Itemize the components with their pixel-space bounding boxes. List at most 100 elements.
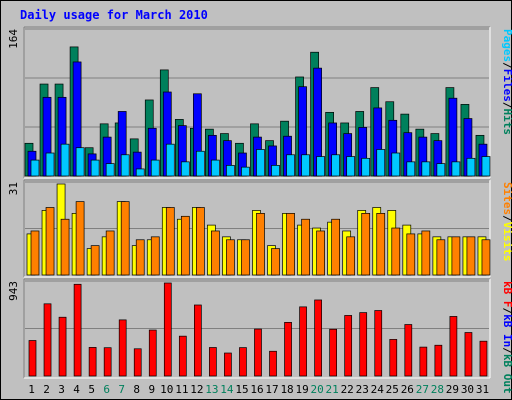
bar-sites-day-6 <box>105 230 115 276</box>
bar-sites-day-15 <box>241 239 250 276</box>
x-tick-label-day-7: 7 <box>118 383 125 396</box>
bar-kbytes-day-2 <box>43 303 52 377</box>
bar-sites-day-9 <box>150 236 160 276</box>
bar-sites-day-21 <box>331 218 340 276</box>
bar-pages-day-11 <box>180 161 190 177</box>
bar-kbytes-day-19 <box>299 306 307 377</box>
bar-pages-day-5 <box>90 159 100 177</box>
bar-pages-day-12 <box>196 150 205 177</box>
bar-pages-day-20 <box>316 156 325 177</box>
bar-sites-day-25 <box>391 227 401 276</box>
bar-pages-day-9 <box>150 159 160 177</box>
legend-pages-files-hits: Pages/Files/Hits <box>501 29 512 135</box>
x-tick-label-day-26: 26 <box>401 383 414 396</box>
legend-kbytes-part-0: kB F <box>501 281 512 308</box>
bar-kbytes-day-31 <box>479 340 488 377</box>
x-tick-label-day-8: 8 <box>133 383 140 396</box>
bar-pages-day-6 <box>105 163 115 177</box>
bar-sites-day-4 <box>75 201 85 276</box>
bar-pages-day-19 <box>301 154 310 177</box>
x-tick-label-day-2: 2 <box>43 383 50 396</box>
bar-sites-day-13 <box>211 230 220 276</box>
bar-sites-day-16 <box>256 213 265 276</box>
bar-kbytes-day-22 <box>344 315 353 377</box>
y-max-label-visits: 31 <box>7 182 20 195</box>
bar-kbytes-day-14 <box>224 352 232 377</box>
legend-pages-files-hits-part-1: / <box>501 62 512 69</box>
x-tick-label-day-17: 17 <box>265 383 278 396</box>
x-tick-label-day-10: 10 <box>160 383 173 396</box>
x-tick-label-day-22: 22 <box>341 383 354 396</box>
bar-sites-day-10 <box>165 207 175 276</box>
bar-pages-day-29 <box>451 161 461 177</box>
bar-pages-day-25 <box>391 152 401 177</box>
x-tick-label-day-9: 9 <box>148 383 155 396</box>
bar-sites-day-24 <box>376 213 386 276</box>
legend-pages-files-hits-part-4: Hits <box>501 109 512 136</box>
bar-kbytes-day-29 <box>449 316 458 377</box>
bar-pages-day-16 <box>256 149 265 177</box>
legend-kbytes: kB F/kB In/kB Out <box>501 281 512 394</box>
x-tick-label-day-13: 13 <box>205 383 218 396</box>
bar-sites-day-29 <box>451 236 461 276</box>
y-max-label-kbytes: 943 <box>7 281 20 301</box>
bar-sites-day-8 <box>135 239 145 276</box>
bar-pages-day-26 <box>406 161 416 177</box>
bar-pages-day-18 <box>286 154 295 177</box>
x-tick-label-day-12: 12 <box>190 383 203 396</box>
bar-sites-day-18 <box>286 213 295 276</box>
x-tick-label-day-18: 18 <box>280 383 293 396</box>
bar-kbytes-day-23 <box>359 312 368 377</box>
bar-kbytes-day-4 <box>73 283 82 377</box>
bar-pages-day-15 <box>241 166 250 177</box>
bar-kbytes-day-13 <box>209 347 217 377</box>
bar-kbytes-day-20 <box>314 299 322 377</box>
bar-pages-day-28 <box>436 163 446 177</box>
bar-pages-day-3 <box>60 143 70 177</box>
x-tick-label-day-3: 3 <box>58 383 65 396</box>
legend-kbytes-part-3: / <box>501 347 512 354</box>
legend-sites-visits-part-0: Sites <box>501 182 512 215</box>
bar-kbytes-day-21 <box>329 328 337 377</box>
bar-kbytes-day-12 <box>194 304 202 377</box>
bar-pages-day-21 <box>331 154 340 177</box>
bar-sites-day-28 <box>436 239 446 276</box>
legend-pages-files-hits-part-2: Files <box>501 69 512 102</box>
bar-kbytes-day-15 <box>239 347 247 377</box>
bar-kbytes-day-25 <box>389 339 398 377</box>
x-tick-label-day-21: 21 <box>326 383 339 396</box>
bar-sites-day-22 <box>346 236 356 276</box>
bar-sites-day-2 <box>45 207 55 276</box>
bar-sites-day-1 <box>30 230 40 276</box>
bar-kbytes-day-17 <box>269 350 277 377</box>
legend-pages-files-hits-part-0: Pages <box>501 29 512 62</box>
bar-kbytes-day-5 <box>88 347 97 377</box>
bar-pages-day-2 <box>45 152 55 177</box>
bar-pages-day-31 <box>481 156 491 177</box>
bar-sites-day-30 <box>466 236 476 276</box>
bar-sites-day-26 <box>406 233 416 276</box>
legend-kbytes-part-1: / <box>501 308 512 315</box>
bar-pages-day-14 <box>226 165 235 177</box>
bar-sites-day-5 <box>90 245 100 276</box>
bar-kbytes-day-27 <box>419 346 428 377</box>
legend-pages-files-hits-part-3: / <box>501 102 512 109</box>
bar-sites-day-3 <box>60 218 70 276</box>
legend-sites-visits-part-1: / <box>501 215 512 222</box>
bar-sites-day-20 <box>316 230 325 276</box>
bar-kbytes-day-11 <box>178 335 187 377</box>
bar-pages-day-1 <box>30 159 40 177</box>
bar-pages-day-7 <box>120 154 130 177</box>
x-tick-label-day-4: 4 <box>73 383 80 396</box>
bar-sites-day-17 <box>271 248 280 276</box>
bar-pages-day-17 <box>271 165 280 177</box>
bar-pages-day-24 <box>376 149 386 177</box>
x-tick-label-day-27: 27 <box>416 383 429 396</box>
bar-kbytes-day-30 <box>464 332 473 377</box>
legend-sites-visits-part-2: Visits <box>501 222 512 262</box>
bar-sites-day-27 <box>421 230 431 276</box>
x-tick-label-day-19: 19 <box>295 383 308 396</box>
legend-kbytes-part-2: kB In <box>501 314 512 347</box>
bar-pages-day-23 <box>361 157 371 177</box>
bar-kbytes-day-1 <box>28 340 37 377</box>
